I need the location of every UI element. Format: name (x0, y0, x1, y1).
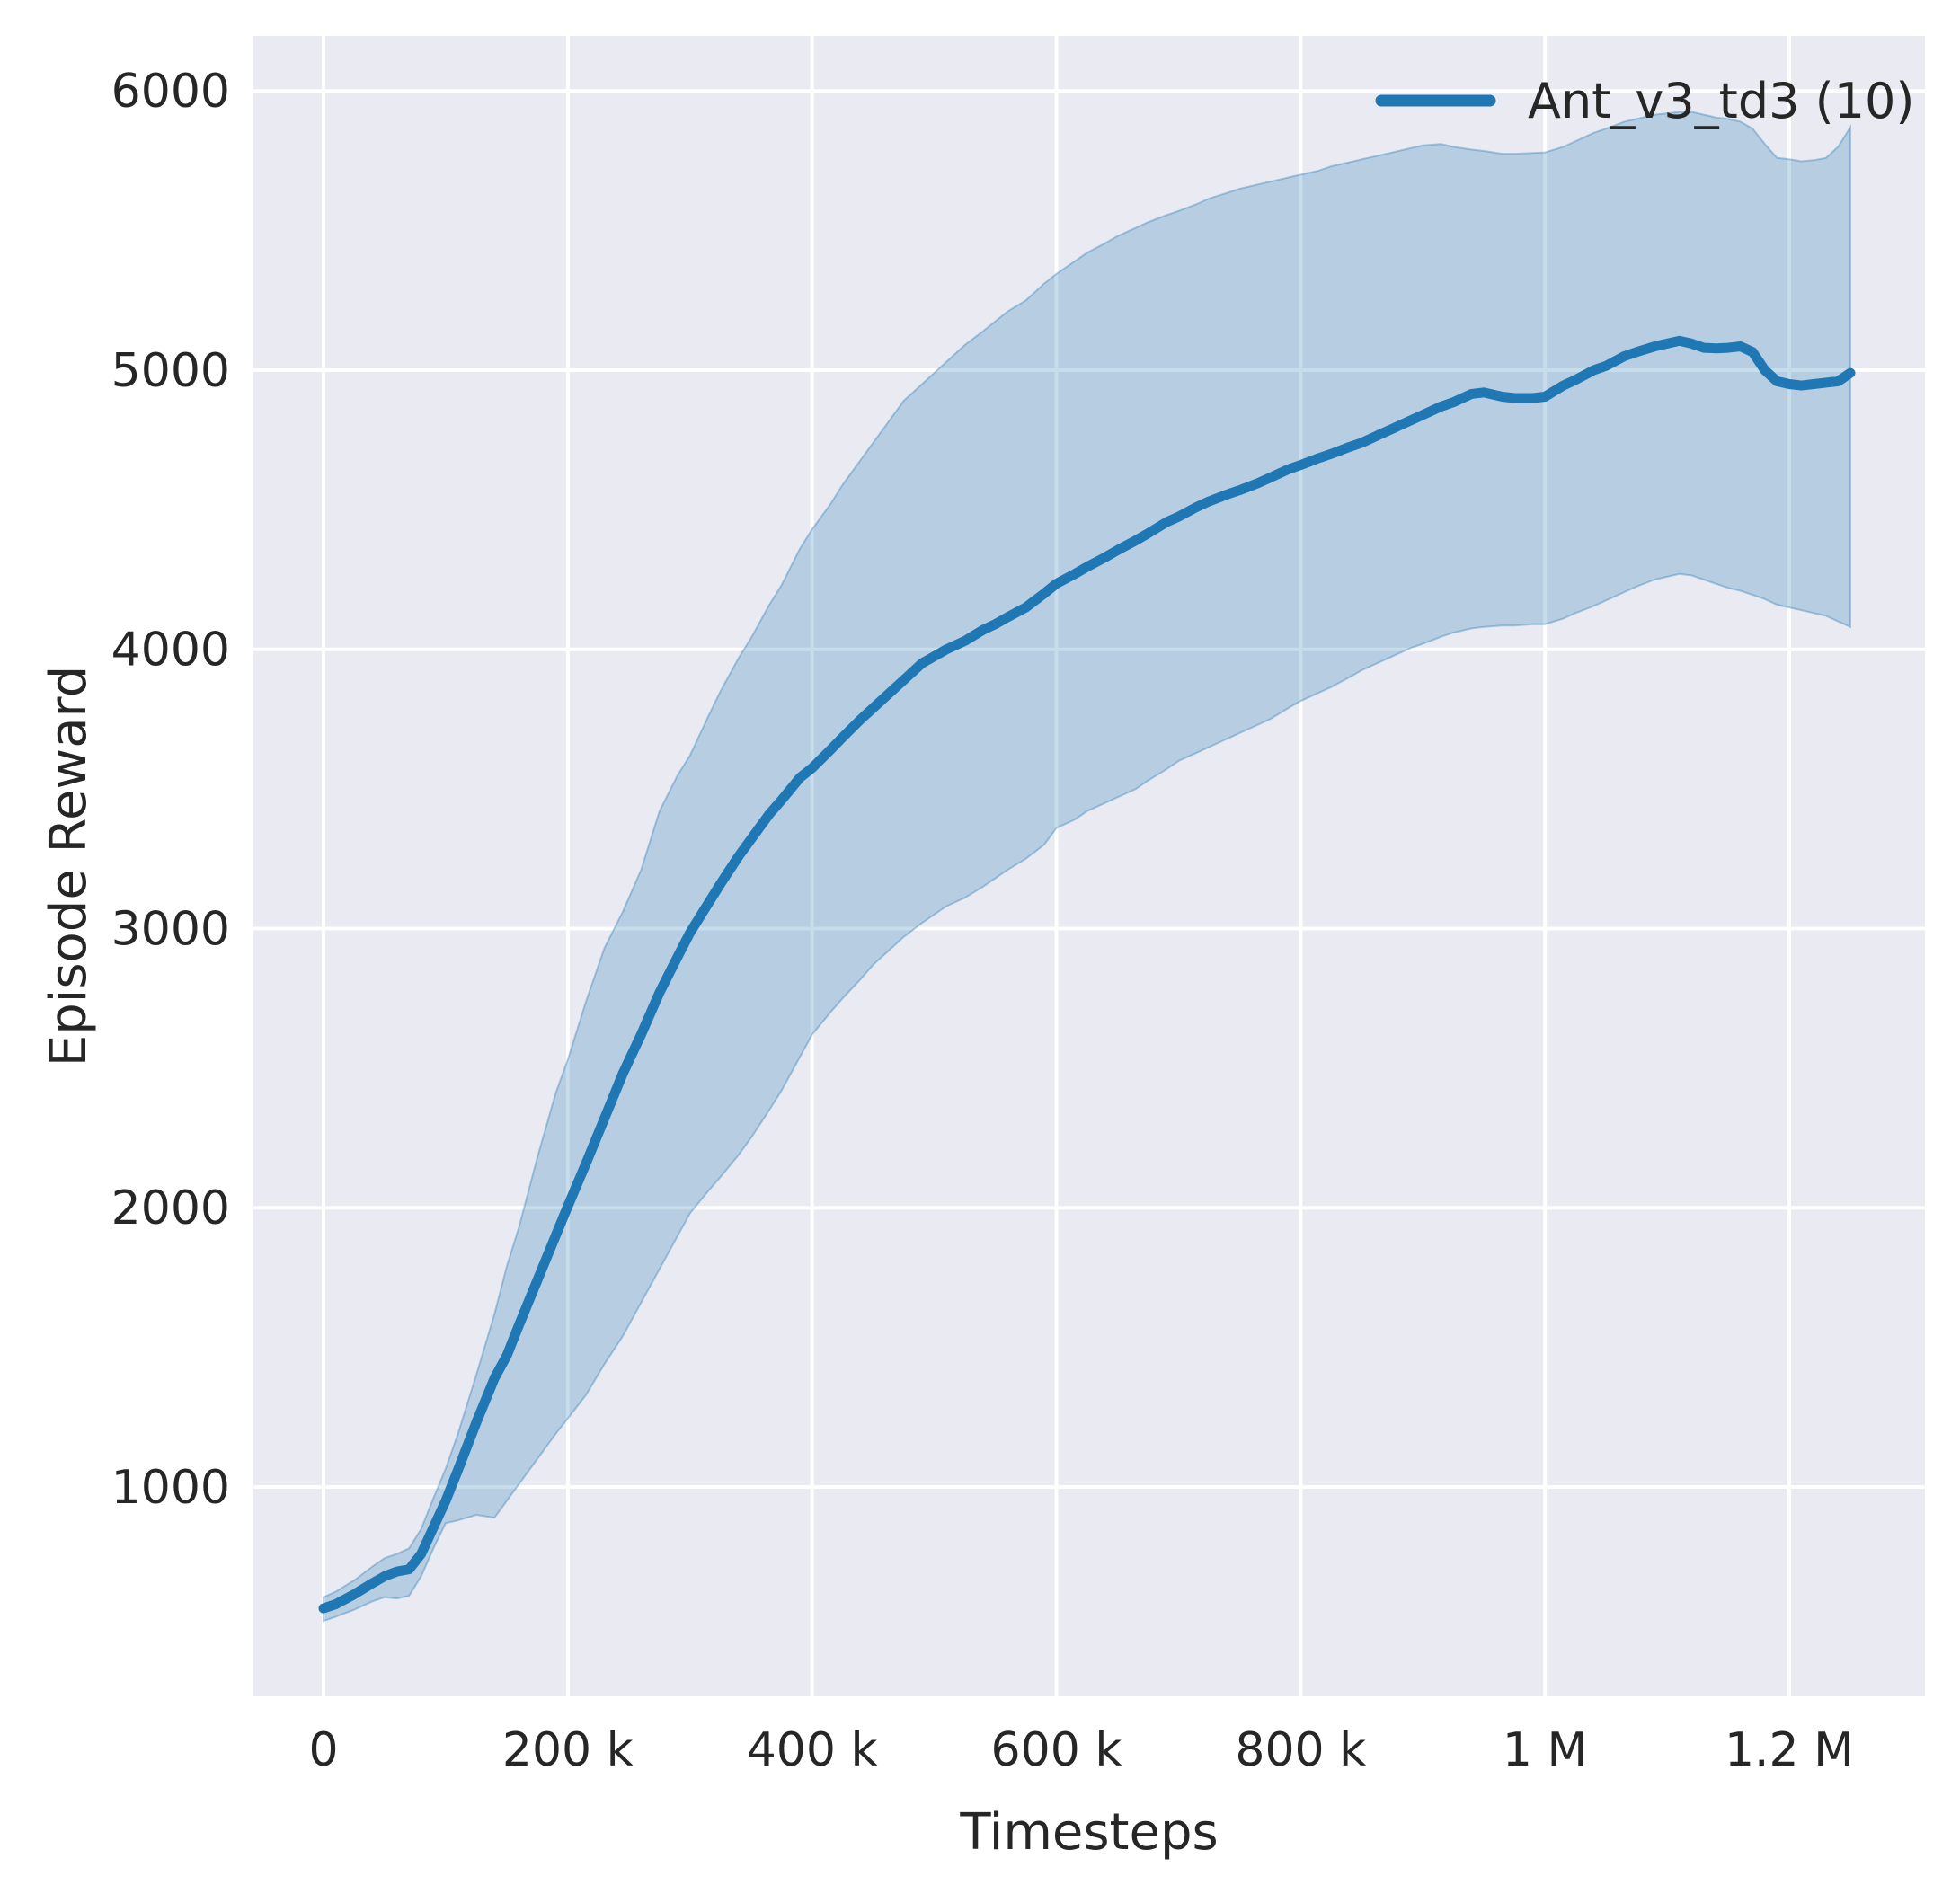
x-tick-label: 800 k (1235, 1723, 1366, 1777)
y-axis-label: Episode Reward (40, 666, 98, 1066)
mean-line (318, 335, 1856, 1614)
x-tick-labels: 0 200 k 400 k 600 k 800 k 1 M 1.2 M (308, 1723, 1854, 1777)
y-tick-label: 4000 (111, 624, 230, 677)
x-tick-label: 200 k (502, 1723, 634, 1777)
gridlines (253, 36, 1925, 1696)
x-tick-label: 0 (308, 1723, 338, 1777)
y-tick-label: 2000 (111, 1181, 230, 1235)
y-tick-label: 3000 (111, 902, 230, 956)
x-tick-label: 1 M (1503, 1723, 1587, 1777)
x-tick-label: 600 k (991, 1723, 1122, 1777)
confidence-band (323, 111, 1851, 1623)
legend-label: Ant_v3_td3 (10) (1528, 73, 1914, 129)
y-tick-label: 5000 (111, 344, 230, 398)
legend: Ant_v3_td3 (10) (1375, 73, 1914, 129)
x-tick-label: 1.2 M (1725, 1723, 1854, 1777)
y-tick-label: 6000 (111, 65, 230, 119)
x-axis-label: Timesteps (959, 1803, 1218, 1862)
y-tick-label: 1000 (111, 1461, 230, 1515)
y-tick-labels: 1000 2000 3000 4000 5000 6000 (111, 65, 230, 1515)
plot-area (253, 36, 1925, 1696)
x-tick-label: 400 k (747, 1723, 878, 1777)
